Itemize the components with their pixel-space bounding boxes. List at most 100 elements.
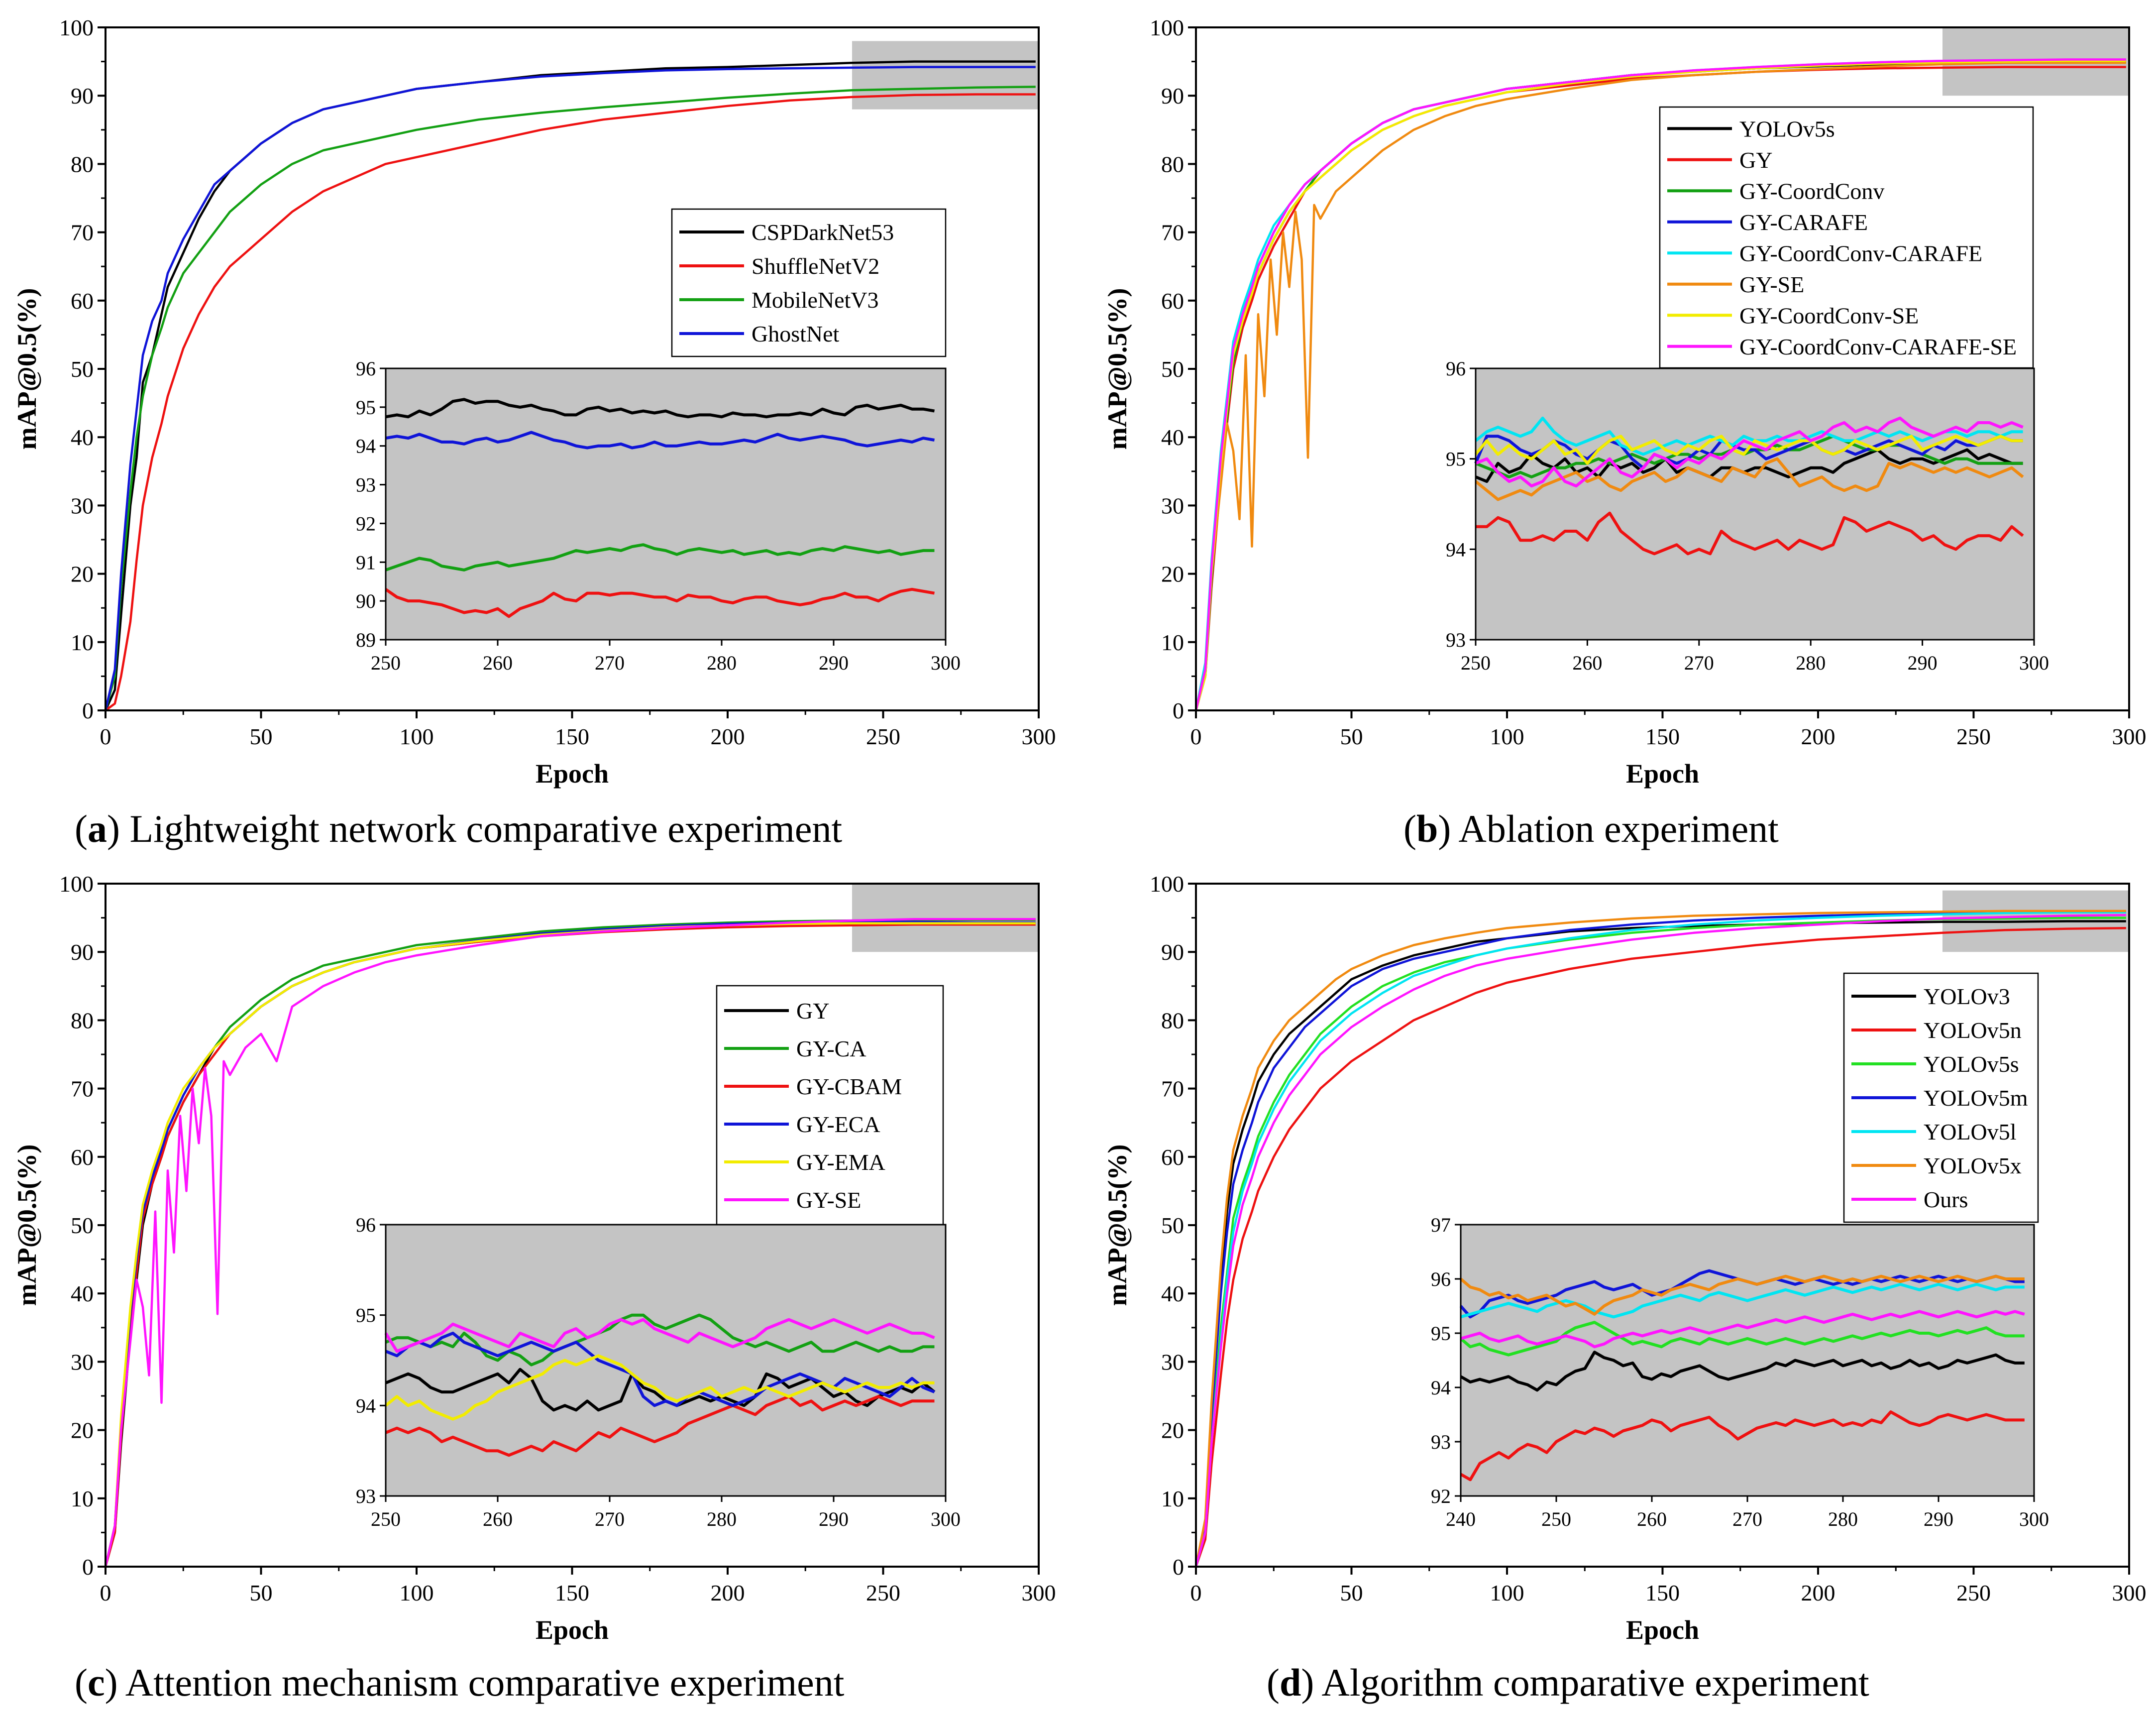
y-tick-label: 50 — [71, 356, 94, 382]
legend-label: GhostNet — [752, 321, 840, 346]
inset-x-tick-label: 300 — [2019, 1508, 2049, 1530]
inset-y-tick-label: 94 — [356, 1394, 376, 1417]
series-line — [1194, 914, 2126, 1567]
legend-label: GY-CoordConv-CARAFE-SE — [1739, 334, 2017, 359]
inset-background — [1461, 1225, 2034, 1496]
inset-series-line — [1474, 435, 2023, 465]
y-tick-label: 20 — [71, 1418, 94, 1443]
inset-series-line — [1460, 1410, 2025, 1482]
chart-panel-d: 0 50 100 150 200 250 300 0 10 20 30 40 50 60 70 80 90 100… — [1102, 871, 2147, 1645]
caption-letter: a — [87, 807, 107, 850]
inset-x-tick-label: 260 — [483, 1508, 513, 1530]
inset-y-tick-label: 89 — [356, 629, 376, 651]
zoom-region-highlight — [852, 41, 1039, 110]
caption-letter: d — [1279, 1661, 1301, 1704]
caption-letter: b — [1416, 807, 1438, 850]
x-tick-label: 300 — [2112, 724, 2147, 749]
y-tick-label: 50 — [1161, 1213, 1184, 1238]
x-tick-label: 0 — [1190, 724, 1202, 749]
inset-series-line — [385, 1395, 935, 1457]
inset-series-line — [1475, 448, 2023, 483]
inset-x-tick-label: 280 — [1828, 1508, 1858, 1530]
y-tick-label: 10 — [71, 630, 94, 655]
inset-series-line — [385, 543, 935, 572]
y-axis-label: mAP@0.5(%) — [12, 1145, 42, 1306]
caption-b: (b) Ablation experiment — [1403, 806, 1779, 851]
x-tick-label: 250 — [866, 724, 900, 749]
inset-y-tick-label: 96 — [1446, 357, 1466, 380]
y-tick-label: 100 — [59, 15, 94, 40]
inset-series-line — [1460, 1321, 2025, 1357]
inset-y-tick-label: 95 — [356, 1304, 376, 1327]
y-tick-label: 0 — [1173, 1554, 1184, 1580]
y-tick-label: 70 — [71, 220, 94, 245]
x-tick-label: 250 — [866, 1580, 900, 1605]
x-tick-label: 0 — [100, 724, 111, 749]
inset-y-tick-label: 93 — [356, 1485, 376, 1507]
legend-label: YOLOv3 — [1924, 984, 2010, 1009]
y-tick-label: 20 — [71, 562, 94, 587]
x-tick-label: 200 — [1801, 724, 1835, 749]
legend-label: GY-SE — [1739, 272, 1804, 297]
legend-label: YOLOv5x — [1924, 1153, 2022, 1178]
inset-y-tick-label: 96 — [356, 357, 376, 380]
caption-text: ) Ablation experiment — [1438, 807, 1779, 850]
x-tick-label: 50 — [250, 1580, 273, 1605]
legend-label: GY-ECA — [796, 1112, 880, 1137]
caption-letter: c — [87, 1661, 105, 1704]
legend-box — [671, 208, 947, 357]
zoom-region-highlight — [852, 884, 1039, 952]
series-line — [104, 918, 1036, 1567]
chart-panel-b: 0 50 100 150 200 250 300 0 10 20 30 40 50 60 70 80 90 100… — [1102, 15, 2147, 789]
y-tick-label: 100 — [1150, 15, 1184, 40]
inset-y-tick-label: 95 — [1446, 448, 1466, 470]
x-tick-label: 300 — [1022, 1580, 1056, 1605]
legend-box — [716, 985, 944, 1226]
inset-series-line — [384, 1318, 935, 1353]
legend-label: GY-EMA — [796, 1149, 885, 1175]
inset-frame — [1475, 367, 2035, 641]
y-tick-label: 40 — [71, 425, 94, 450]
caption-text: ) Attention mechanism comparative experi… — [105, 1661, 845, 1704]
inset-x-tick-label: 270 — [595, 652, 625, 674]
legend-label: YOLOv5s — [1739, 116, 1835, 141]
legend-label: GY-CoordConv-SE — [1739, 303, 1919, 328]
inset-series-line — [1460, 1310, 2025, 1349]
inset-x-tick-label: 300 — [931, 1508, 961, 1530]
inset-y-tick-label: 95 — [356, 396, 376, 419]
x-tick-label: 150 — [1645, 1580, 1680, 1605]
inset-background — [1476, 368, 2034, 640]
series-line — [1194, 916, 2126, 1567]
legend-label: CSPDarkNet53 — [752, 220, 894, 245]
x-tick-label: 300 — [1022, 724, 1056, 749]
inset-y-tick-label: 90 — [356, 590, 376, 612]
x-axis-label: Epoch — [1626, 1615, 1699, 1645]
inset-series-line — [1476, 511, 2024, 556]
y-tick-label: 30 — [1161, 1349, 1184, 1374]
inset-x-tick-label: 260 — [483, 652, 513, 674]
y-tick-label: 10 — [71, 1486, 94, 1511]
caption-open: ( — [75, 1661, 88, 1704]
y-tick-label: 90 — [1161, 83, 1184, 109]
caption-c: (c) Attention mechanism comparative expe… — [75, 1660, 844, 1705]
y-tick-label: 50 — [1161, 356, 1184, 382]
legend-label: GY — [796, 998, 829, 1024]
inset-x-tick-label: 300 — [931, 652, 961, 674]
y-tick-label: 70 — [1161, 220, 1184, 245]
x-tick-label: 50 — [250, 724, 273, 749]
x-tick-label: 200 — [1801, 1580, 1835, 1605]
inset-series-line — [385, 1332, 935, 1407]
inset-y-tick-label: 95 — [1431, 1322, 1451, 1345]
y-tick-label: 40 — [1161, 1281, 1184, 1306]
legend-label: MobileNetV3 — [752, 287, 879, 313]
inset-frame — [385, 367, 947, 641]
y-tick-label: 0 — [1173, 698, 1184, 723]
x-tick-label: 300 — [2112, 1580, 2147, 1605]
inset-x-tick-label: 270 — [1684, 652, 1714, 674]
inset-x-tick-label: 260 — [1637, 1508, 1667, 1530]
inset-x-tick-label: 270 — [1732, 1508, 1762, 1530]
y-tick-label: 0 — [82, 698, 94, 723]
y-tick-label: 80 — [1161, 1008, 1184, 1033]
y-tick-label: 70 — [71, 1076, 94, 1102]
x-tick-label: 150 — [1645, 724, 1680, 749]
